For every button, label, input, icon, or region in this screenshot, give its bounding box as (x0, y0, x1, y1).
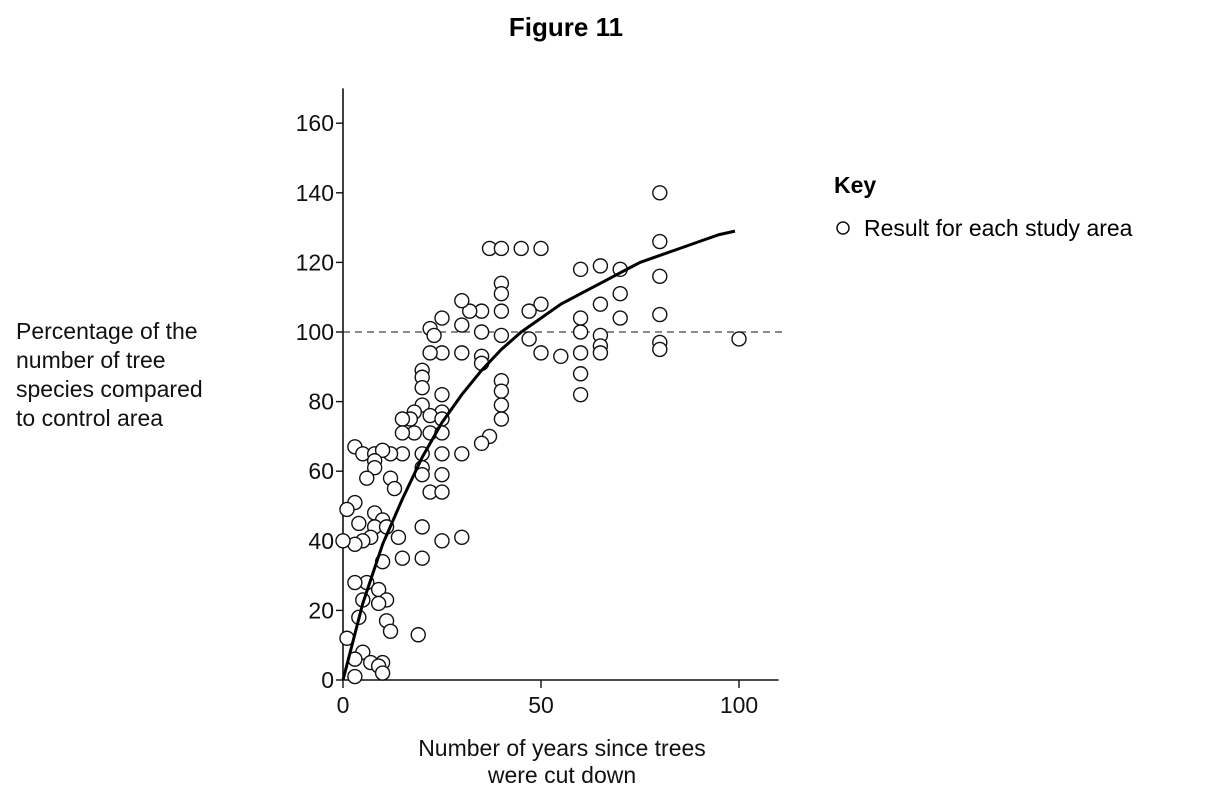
y-tick-label: 60 (308, 458, 334, 484)
data-point (366, 460, 383, 476)
x-tick-label: 100 (720, 692, 758, 718)
y-tick-label: 160 (296, 110, 334, 136)
data-point (347, 668, 363, 685)
y-axis-label-line: to control area (16, 405, 163, 431)
y-axis-ticks: 0 20 40 60 80 100 120 140 160 (296, 110, 343, 693)
data-point (434, 484, 450, 500)
data-point (493, 397, 510, 413)
y-tick-label: 80 (308, 389, 334, 415)
data-point (426, 327, 442, 344)
data-point (592, 296, 609, 312)
trend-curve (341, 229, 736, 681)
data-point (572, 324, 589, 340)
key-marker-circle-icon (836, 221, 850, 235)
data-point (652, 306, 668, 323)
data-point (434, 446, 450, 462)
data-point (359, 470, 375, 486)
data-point (434, 466, 450, 483)
x-axis-ticks: 0 50 100 (337, 680, 758, 718)
y-tick-label: 120 (296, 249, 334, 275)
data-point (533, 240, 549, 257)
data-point (454, 345, 470, 361)
data-point (394, 550, 411, 566)
data-point (533, 345, 549, 361)
figure-title: Figure 11 (509, 12, 623, 42)
data-point (394, 411, 411, 427)
data-point (414, 379, 430, 396)
data-point (612, 310, 628, 326)
data-point (473, 435, 490, 452)
data-point (454, 446, 470, 462)
data-point (652, 341, 668, 358)
data-point (572, 261, 589, 278)
data-point (553, 348, 569, 365)
data-point (454, 292, 470, 309)
data-point (434, 310, 450, 326)
data-point (493, 327, 510, 344)
y-tick-label: 100 (296, 319, 334, 345)
x-axis-label-line: were cut down (487, 762, 636, 788)
data-point (731, 331, 747, 347)
key-entry: Result for each study area (864, 215, 1133, 241)
data-point (374, 442, 391, 459)
y-tick-label: 0 (321, 667, 334, 693)
data-point (572, 310, 589, 326)
data-point (572, 366, 589, 382)
data-point (493, 411, 510, 427)
data-point (652, 233, 668, 250)
data-point (652, 268, 668, 285)
y-axis-label-line: Percentage of the (16, 318, 198, 344)
data-point (612, 286, 628, 302)
data-point (339, 501, 355, 518)
data-point (493, 303, 510, 319)
data-point (386, 480, 403, 497)
data-point (414, 550, 430, 566)
data-point (382, 623, 399, 639)
data-point (533, 296, 549, 312)
data-point (493, 286, 510, 302)
data-point (351, 515, 367, 532)
data-point (434, 386, 450, 403)
data-point (521, 331, 537, 347)
data-point (335, 533, 351, 549)
data-point (592, 258, 609, 274)
data-point (513, 240, 529, 257)
legend-key: Key Result for each study area (834, 172, 1133, 241)
data-point (454, 529, 470, 546)
data-point (493, 240, 510, 257)
x-axis-label-line: Number of years since trees (418, 735, 706, 761)
axes (342, 88, 779, 681)
y-axis-label-line: number of tree (16, 347, 166, 373)
y-tick-label: 140 (296, 180, 334, 206)
data-point (410, 627, 426, 643)
x-tick-label: 0 (337, 692, 350, 718)
data-point (390, 529, 407, 546)
data-point (370, 595, 387, 612)
data-point (652, 185, 668, 201)
data-point (422, 345, 438, 361)
key-title: Key (834, 172, 876, 198)
data-point (521, 303, 537, 319)
data-point (572, 386, 589, 403)
data-point (394, 425, 411, 441)
data-points (335, 185, 747, 685)
data-point (572, 345, 589, 361)
data-point (454, 317, 470, 333)
y-tick-label: 20 (308, 597, 334, 623)
data-point (374, 665, 391, 681)
data-point (473, 324, 490, 340)
data-point (592, 345, 609, 361)
x-tick-label: 50 (528, 692, 554, 718)
y-tick-label: 40 (308, 528, 334, 554)
data-point (493, 383, 510, 399)
y-axis-label-line: species compared (16, 376, 203, 402)
data-point (347, 574, 363, 591)
data-point (462, 303, 478, 319)
data-point (434, 533, 450, 549)
data-point (414, 519, 430, 535)
trend-curve-line (341, 229, 736, 681)
y-axis-label: Percentage of the number of tree species c… (16, 318, 203, 431)
